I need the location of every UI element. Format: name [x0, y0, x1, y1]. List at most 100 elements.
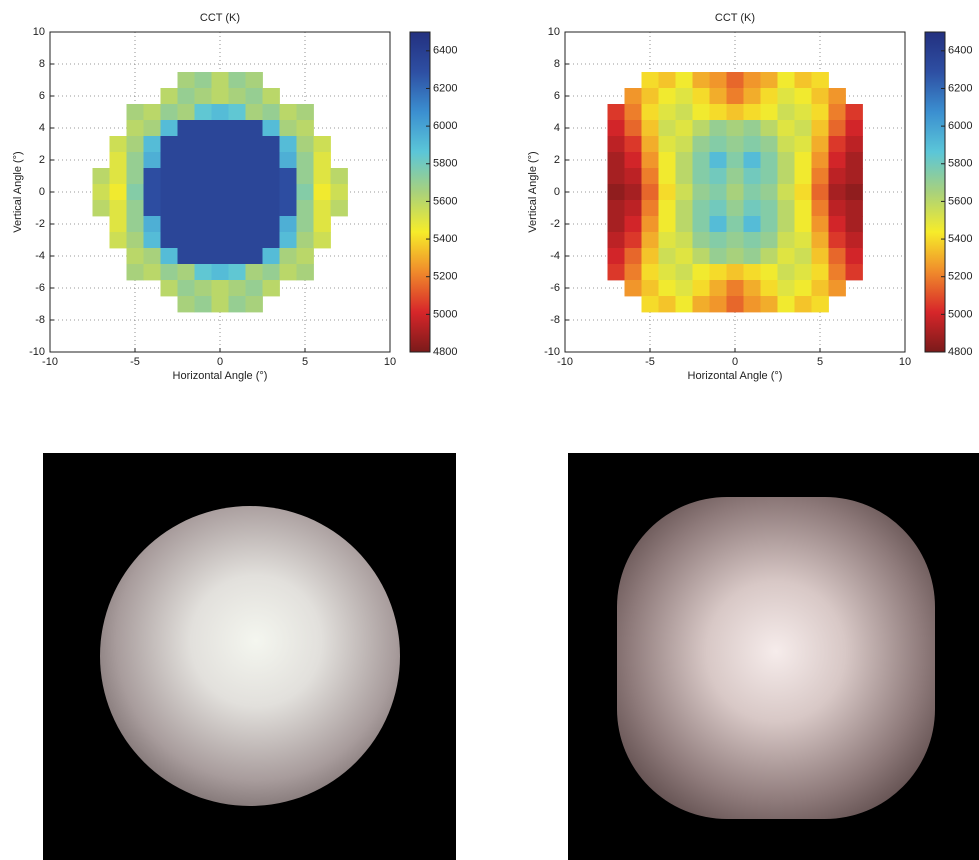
heatmap-cell: [195, 88, 212, 104]
heatmap-cell: [727, 88, 744, 104]
heatmap-cell: [642, 200, 659, 216]
heatmap-cell: [795, 296, 812, 312]
heatmap-cell: [693, 248, 710, 264]
heatmap-cell: [812, 264, 829, 280]
heatmap-cell: [229, 120, 246, 136]
heatmap-cell: [778, 120, 795, 136]
heatmap-cell: [659, 264, 676, 280]
heatmap-cell: [212, 168, 229, 184]
heatmap-cell: [727, 200, 744, 216]
heatmap-cell: [727, 216, 744, 232]
heatmap-cell: [178, 216, 195, 232]
heatmap-cell: [212, 280, 229, 296]
heatmap-cell: [829, 120, 846, 136]
colorbar-tick-label: 5000: [948, 308, 972, 320]
chart-title: CCT (K): [715, 12, 755, 24]
heatmap-cell: [676, 104, 693, 120]
heatmap-cell: [778, 232, 795, 248]
heatmap-cell: [178, 72, 195, 88]
heatmap-cell: [710, 248, 727, 264]
heatmap-cell: [144, 120, 161, 136]
heatmap-cell: [280, 136, 297, 152]
heatmap-cell: [608, 120, 625, 136]
heatmap-cell: [161, 168, 178, 184]
heatmap-cell: [744, 120, 761, 136]
heatmap-cell: [229, 232, 246, 248]
heatmap-cell: [812, 216, 829, 232]
heatmap-cell: [161, 104, 178, 120]
heatmap-cell: [625, 168, 642, 184]
heatmap-cell: [710, 168, 727, 184]
y-tick-label: -2: [550, 218, 560, 230]
heatmap-cell: [297, 136, 314, 152]
heatmap-cell: [161, 200, 178, 216]
heatmap-cell: [676, 264, 693, 280]
heatmap-cell: [659, 152, 676, 168]
y-tick-label: -8: [35, 314, 45, 326]
heatmap-cell: [761, 216, 778, 232]
heatmap-cell: [608, 200, 625, 216]
heatmap-cell: [161, 120, 178, 136]
heatmap-cell: [795, 248, 812, 264]
heatmap-cell: [280, 248, 297, 264]
x-tick-label: 10: [899, 356, 911, 368]
heatmap-cell: [761, 72, 778, 88]
y-tick-label: -4: [35, 250, 45, 262]
heatmap-cell: [659, 120, 676, 136]
heatmap-cell: [229, 264, 246, 280]
heatmap-cell: [144, 136, 161, 152]
heatmap-cell: [642, 120, 659, 136]
heatmap-cell: [727, 280, 744, 296]
heatmap-cell: [846, 248, 863, 264]
colorbar-tick-label: 5800: [433, 158, 457, 170]
heatmap-cell: [795, 136, 812, 152]
heatmap-cell: [659, 104, 676, 120]
heatmap-cell: [778, 184, 795, 200]
heatmap-cell: [229, 248, 246, 264]
heatmap-cell: [812, 136, 829, 152]
y-tick-label: 10: [33, 26, 45, 38]
heatmap-cell: [625, 136, 642, 152]
heatmap-cell: [212, 104, 229, 120]
heatmap-cell: [744, 216, 761, 232]
heatmap-cell: [127, 120, 144, 136]
heatmap-cell: [778, 136, 795, 152]
y-axis-label: Vertical Angle (°): [12, 151, 24, 232]
y-tick-label: 8: [39, 58, 45, 70]
heatmap-cell: [297, 104, 314, 120]
heatmap-cell: [676, 248, 693, 264]
heatmap-cell: [676, 168, 693, 184]
heatmap-cell: [710, 232, 727, 248]
heatmap-cell: [297, 248, 314, 264]
heatmap-cell: [846, 152, 863, 168]
heatmap-cell: [829, 264, 846, 280]
heatmap-cell: [178, 152, 195, 168]
heatmap-cell: [280, 168, 297, 184]
heatmap-cell: [144, 264, 161, 280]
heatmap-cell: [693, 120, 710, 136]
heatmap-cell: [761, 248, 778, 264]
heatmap-cell: [178, 248, 195, 264]
heatmap-cell: [263, 232, 280, 248]
heatmap-cell: [229, 72, 246, 88]
heatmap-cell: [812, 104, 829, 120]
heatmap-cell: [110, 152, 127, 168]
heatmap-cell: [778, 248, 795, 264]
heatmap-cell: [812, 280, 829, 296]
heatmap-cell: [829, 152, 846, 168]
heatmap-cell: [659, 296, 676, 312]
heatmap-cell: [127, 248, 144, 264]
heatmap-cell: [778, 152, 795, 168]
heatmap-cell: [676, 200, 693, 216]
heatmap-cell: [625, 120, 642, 136]
heatmap-cell: [676, 152, 693, 168]
heatmap-cell: [195, 120, 212, 136]
colorbar-tick-label: 6200: [948, 82, 972, 94]
heatmap-cell: [127, 216, 144, 232]
heatmap-cell: [127, 200, 144, 216]
heatmap-cell: [263, 280, 280, 296]
heatmap-cell: [297, 216, 314, 232]
heatmap-cell: [246, 216, 263, 232]
heatmap-cell: [625, 184, 642, 200]
heatmap-cell: [93, 168, 110, 184]
